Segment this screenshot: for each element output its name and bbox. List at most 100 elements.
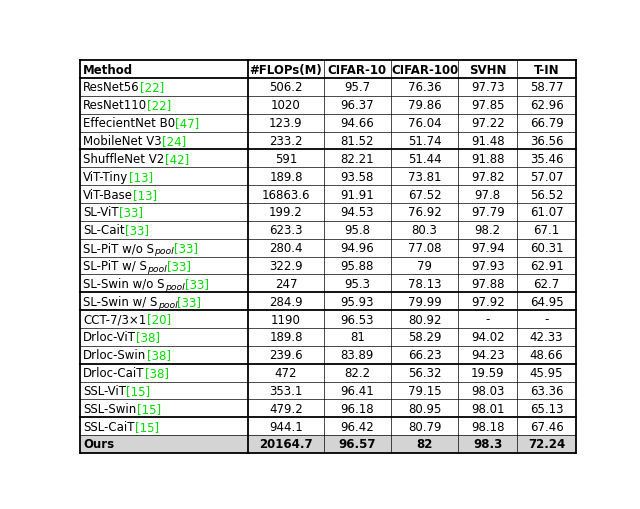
Text: 82.2: 82.2 (344, 366, 371, 379)
Text: 76.92: 76.92 (408, 206, 442, 219)
Text: SL-Swin w/o S: SL-Swin w/o S (83, 277, 165, 290)
Text: 63.36: 63.36 (530, 384, 563, 397)
Text: Drloc-Swin: Drloc-Swin (83, 349, 147, 361)
Text: SSL-ViT: SSL-ViT (83, 384, 126, 397)
Text: 80.3: 80.3 (412, 224, 438, 237)
Bar (80, 257, 576, 275)
Text: 94.96: 94.96 (340, 242, 374, 254)
Text: 91.88: 91.88 (471, 153, 504, 165)
Text: 97.88: 97.88 (471, 277, 504, 290)
Text: 96.42: 96.42 (340, 420, 374, 433)
Text: pool: pool (165, 282, 184, 292)
Text: ResNet110: ResNet110 (83, 99, 147, 112)
Text: 94.53: 94.53 (340, 206, 374, 219)
Text: Drloc-CaiT: Drloc-CaiT (83, 366, 145, 379)
Text: 58.77: 58.77 (530, 81, 563, 94)
Text: 56.52: 56.52 (530, 188, 563, 201)
Bar (80, 435, 576, 453)
Text: [15]: [15] (135, 420, 159, 433)
Text: [33]: [33] (119, 206, 143, 219)
Text: SL-PiT w/o S: SL-PiT w/o S (83, 242, 154, 254)
Text: [33]: [33] (174, 242, 198, 254)
Text: 16863.6: 16863.6 (262, 188, 310, 201)
Text: 82: 82 (417, 438, 433, 450)
Text: [38]: [38] (145, 366, 169, 379)
Text: 51.74: 51.74 (408, 135, 442, 148)
Text: 45.95: 45.95 (530, 366, 563, 379)
Bar (80, 382, 576, 400)
Bar (80, 97, 576, 115)
Text: 66.23: 66.23 (408, 349, 442, 361)
Text: 95.8: 95.8 (344, 224, 371, 237)
Text: 60.31: 60.31 (530, 242, 563, 254)
Text: 233.2: 233.2 (269, 135, 303, 148)
Text: 81: 81 (350, 331, 365, 344)
Text: 67.46: 67.46 (530, 420, 563, 433)
Text: SSL-CaiT: SSL-CaiT (83, 420, 135, 433)
Text: 83.89: 83.89 (340, 349, 374, 361)
Text: 35.46: 35.46 (530, 153, 563, 165)
Text: 95.93: 95.93 (340, 295, 374, 308)
Bar (80, 310, 576, 328)
Text: 76.04: 76.04 (408, 117, 442, 130)
Text: #FLOPs(M): #FLOPs(M) (250, 64, 323, 76)
Text: 62.7: 62.7 (534, 277, 560, 290)
Bar (80, 168, 576, 186)
Text: 56.32: 56.32 (408, 366, 442, 379)
Bar (80, 328, 576, 346)
Bar (80, 417, 576, 435)
Text: 66.79: 66.79 (530, 117, 563, 130)
Text: 239.6: 239.6 (269, 349, 303, 361)
Text: 58.29: 58.29 (408, 331, 442, 344)
Text: [47]: [47] (175, 117, 200, 130)
Text: [20]: [20] (147, 313, 171, 326)
Text: SL-Swin w/ S: SL-Swin w/ S (83, 295, 157, 308)
Text: 94.23: 94.23 (471, 349, 504, 361)
Text: 76.36: 76.36 (408, 81, 442, 94)
Text: 479.2: 479.2 (269, 402, 303, 415)
Bar (80, 115, 576, 132)
Text: Method: Method (83, 64, 134, 76)
Text: 61.07: 61.07 (530, 206, 563, 219)
Text: 96.41: 96.41 (340, 384, 374, 397)
Text: [22]: [22] (147, 99, 172, 112)
Text: 20164.7: 20164.7 (259, 438, 313, 450)
Text: 1190: 1190 (271, 313, 301, 326)
Text: 591: 591 (275, 153, 297, 165)
Text: 80.92: 80.92 (408, 313, 442, 326)
Text: 77.08: 77.08 (408, 242, 442, 254)
Text: pool: pool (154, 247, 174, 256)
Text: SL-PiT w/ S: SL-PiT w/ S (83, 260, 147, 272)
Text: 94.02: 94.02 (471, 331, 504, 344)
Text: [13]: [13] (133, 188, 157, 201)
Text: 97.82: 97.82 (471, 171, 504, 183)
Text: 67.1: 67.1 (534, 224, 560, 237)
Text: 95.88: 95.88 (340, 260, 374, 272)
Text: 57.07: 57.07 (530, 171, 563, 183)
Bar (80, 239, 576, 257)
Text: Drloc-ViT: Drloc-ViT (83, 331, 136, 344)
Text: 91.48: 91.48 (471, 135, 504, 148)
Bar (80, 400, 576, 417)
Text: 67.52: 67.52 (408, 188, 442, 201)
Text: [33]: [33] (125, 224, 149, 237)
Text: 95.7: 95.7 (344, 81, 371, 94)
Text: SL-ViT: SL-ViT (83, 206, 119, 219)
Text: 93.58: 93.58 (340, 171, 374, 183)
Text: 96.18: 96.18 (340, 402, 374, 415)
Text: [13]: [13] (129, 171, 153, 183)
Text: 81.52: 81.52 (340, 135, 374, 148)
Text: 96.37: 96.37 (340, 99, 374, 112)
Text: 280.4: 280.4 (269, 242, 303, 254)
Text: 97.22: 97.22 (471, 117, 504, 130)
Text: T-IN: T-IN (534, 64, 559, 76)
Text: ResNet56: ResNet56 (83, 81, 140, 94)
Bar (80, 293, 576, 310)
Text: [38]: [38] (136, 331, 161, 344)
Text: 284.9: 284.9 (269, 295, 303, 308)
Text: 95.3: 95.3 (344, 277, 371, 290)
Text: [15]: [15] (126, 384, 150, 397)
Text: 96.53: 96.53 (340, 313, 374, 326)
Bar (80, 186, 576, 204)
Text: 51.44: 51.44 (408, 153, 442, 165)
